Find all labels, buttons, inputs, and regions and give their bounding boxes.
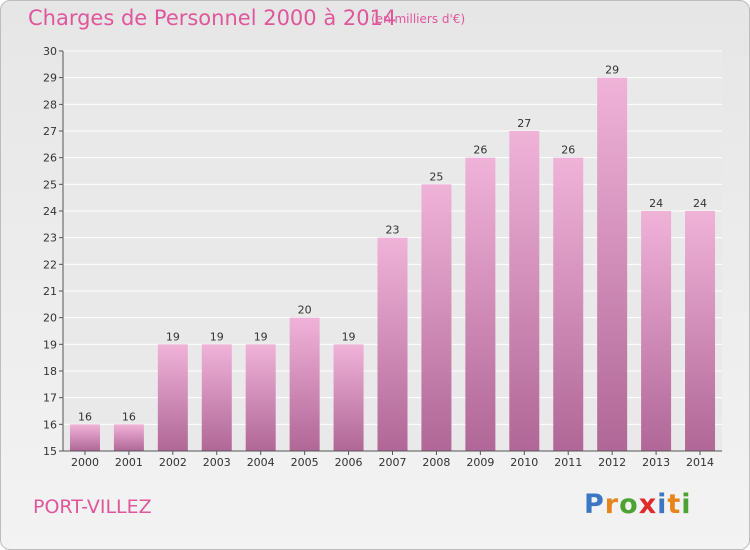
y-tick-label: 30 [43, 45, 57, 58]
bar [509, 131, 540, 451]
bar [69, 424, 100, 451]
logo-letter: i [681, 489, 692, 520]
x-tick-label: 2012 [598, 456, 626, 469]
bar-value-label: 19 [166, 330, 180, 343]
logo-letter: o [619, 489, 639, 520]
y-tick-label: 28 [43, 98, 57, 111]
x-tick-label: 2001 [115, 456, 143, 469]
bar-value-label: 25 [429, 170, 443, 183]
logo-letter: i [657, 489, 668, 520]
logo-letter: t [667, 489, 682, 520]
y-tick-label: 29 [43, 72, 57, 85]
x-tick-label: 2009 [466, 456, 494, 469]
y-tick-label: 25 [43, 178, 57, 191]
bar-value-label: 19 [254, 330, 268, 343]
axes: 15 16 17 18 19 20 21 22 23 24 25 26 27 28 29 30 2000 2001… [43, 45, 722, 469]
bar-value-label: 19 [210, 330, 224, 343]
bar-value-label: 29 [605, 64, 619, 77]
x-tick-label: 2014 [686, 456, 714, 469]
bar-value-label: 24 [649, 197, 663, 210]
bar-value-label: 23 [386, 224, 400, 237]
bar-value-label: 26 [561, 144, 575, 157]
y-tick-label: 19 [43, 338, 57, 351]
bars: 16 16 19 19 19 20 19 23 25 26 27 26 29 24 24 [69, 64, 716, 452]
bar [289, 317, 320, 451]
x-tick-label: 2000 [71, 456, 99, 469]
bar [245, 344, 276, 451]
bar [641, 211, 672, 451]
bar-value-label: 19 [342, 330, 356, 343]
y-tick-label: 27 [43, 125, 57, 138]
y-tick-label: 23 [43, 232, 57, 245]
bar [333, 344, 364, 451]
bar-value-label: 16 [122, 410, 136, 423]
bar [421, 184, 452, 452]
x-tick-label: 2007 [379, 456, 407, 469]
x-tick-label: 2008 [422, 456, 450, 469]
bar [201, 344, 232, 451]
proxiti-logo[interactable]: Proxiti [584, 489, 692, 520]
logo-letter: P [584, 489, 605, 520]
chart-title: Charges de Personnel 2000 à 2014 [28, 6, 397, 30]
bar [685, 211, 716, 451]
x-tick-label: 2002 [159, 456, 187, 469]
chart-subtitle: (en milliers d'€) [371, 12, 466, 26]
y-tick-label: 24 [43, 205, 57, 218]
y-tick-label: 16 [43, 418, 57, 431]
logo-letter: x [638, 489, 658, 520]
x-tick-label: 2013 [642, 456, 670, 469]
y-tick-label: 22 [43, 258, 57, 271]
bar [377, 237, 408, 451]
x-tick-label: 2005 [291, 456, 319, 469]
x-tick-label: 2003 [203, 456, 231, 469]
y-tick-label: 20 [43, 312, 57, 325]
town-name: PORT-VILLEZ [33, 496, 152, 518]
bar-value-label: 20 [298, 304, 312, 317]
bar [113, 424, 144, 451]
bar-value-label: 26 [473, 144, 487, 157]
y-tick-label: 21 [43, 285, 57, 298]
bar-value-label: 27 [517, 117, 531, 130]
y-tick-label: 26 [43, 152, 57, 165]
bar [597, 77, 628, 452]
x-tick-label: 2010 [510, 456, 538, 469]
bar [157, 344, 188, 451]
logo-letter: r [604, 489, 620, 520]
y-tick-label: 15 [43, 445, 57, 458]
x-tick-label: 2006 [335, 456, 363, 469]
bar-value-label: 16 [78, 410, 92, 423]
x-tick-label: 2004 [247, 456, 275, 469]
y-tick-label: 17 [43, 392, 57, 405]
bar-value-label: 24 [693, 197, 707, 210]
x-tick-label: 2011 [554, 456, 582, 469]
bar [465, 157, 496, 451]
y-tick-label: 18 [43, 365, 57, 378]
bar [553, 157, 584, 451]
